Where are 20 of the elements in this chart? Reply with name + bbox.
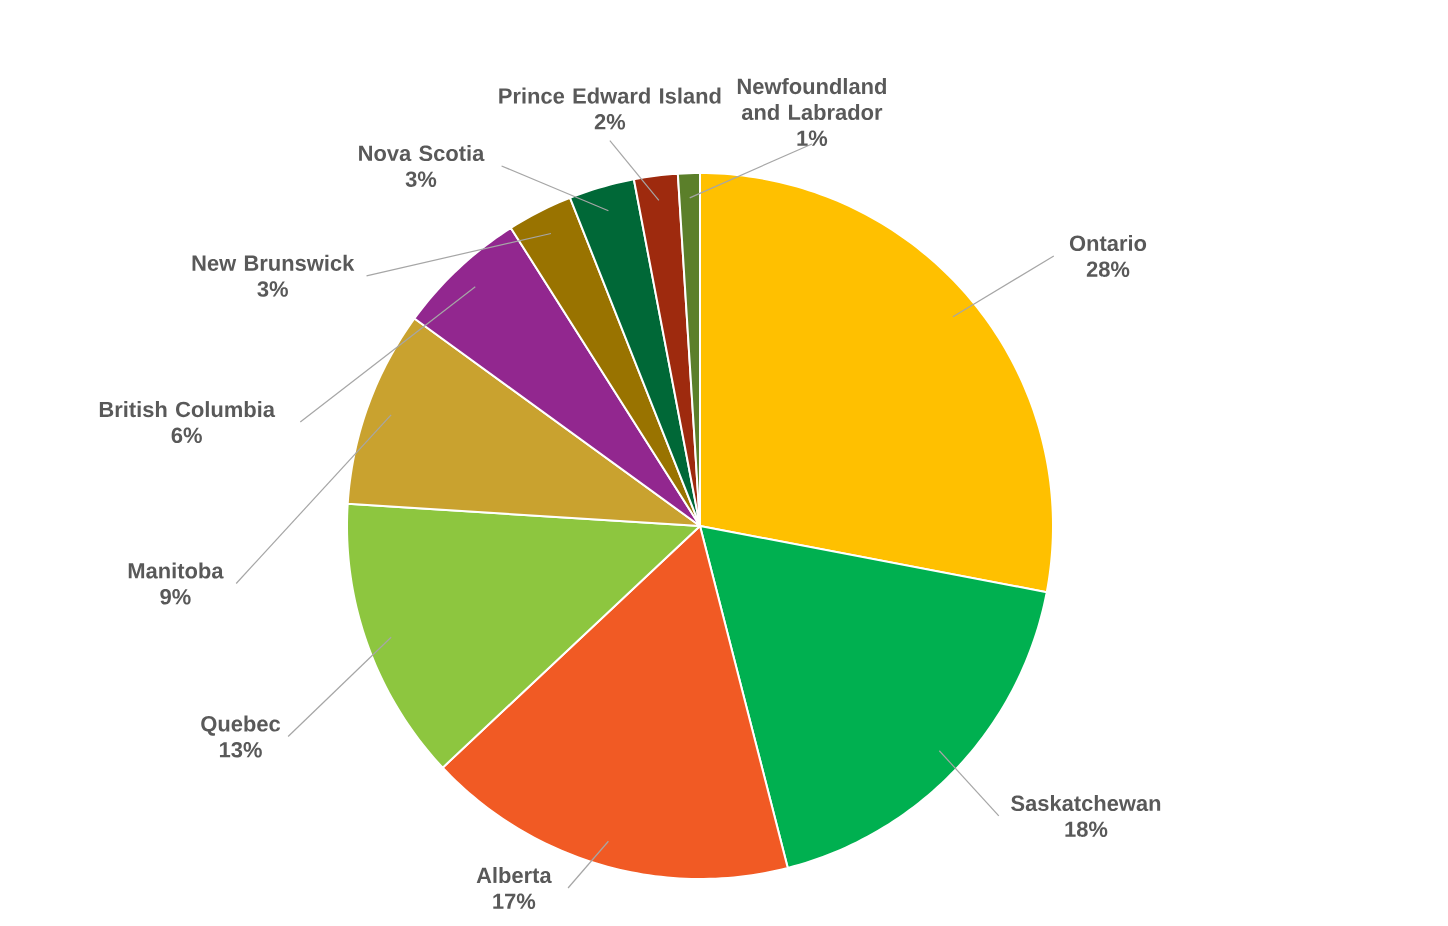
slice-label: Newfoundland and Labrador — [737, 78, 886, 121]
slice-label: British Columbia — [99, 401, 276, 418]
slice-label: Manitoba — [128, 562, 224, 579]
slice-label: New Brunswick — [192, 254, 355, 271]
data-label: 3% — [405, 171, 437, 187]
data-label: 6% — [171, 427, 202, 444]
slice-label: Saskatchewan — [1011, 794, 1161, 812]
slice-label: Quebec — [201, 715, 281, 736]
slice-label: Prince Edward Island — [499, 87, 721, 104]
data-label: 13% — [219, 741, 262, 758]
data-label: 18% — [1065, 821, 1108, 837]
data-label: 17% — [493, 893, 536, 909]
data-label: 3% — [257, 281, 288, 297]
data-label: 28% — [1086, 261, 1130, 277]
data-label: 1% — [797, 130, 828, 146]
slice-label: Ontario — [1069, 234, 1147, 252]
data-label: 2% — [594, 114, 626, 130]
slice-label: Nova Scotia — [359, 144, 485, 162]
data-label: 9% — [160, 588, 191, 605]
slice-label: Alberta — [476, 867, 552, 884]
